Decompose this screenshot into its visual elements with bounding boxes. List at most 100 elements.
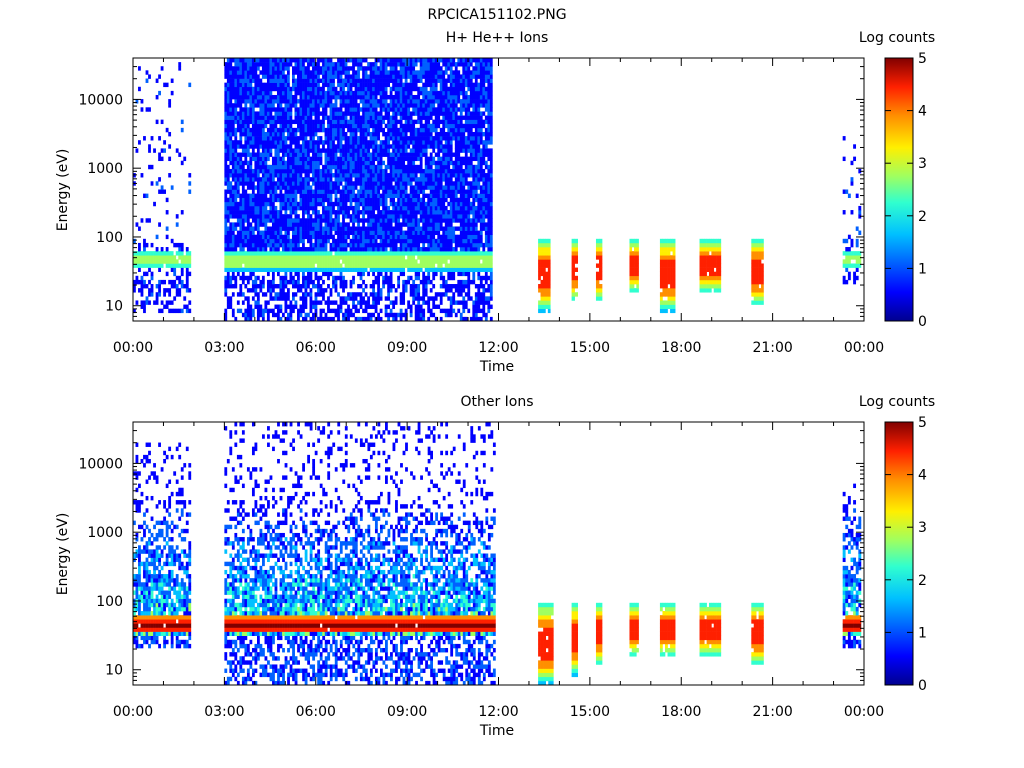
heatmap-cell <box>256 58 260 63</box>
heatmap-cell <box>304 316 308 322</box>
heatmap-cell <box>397 263 401 268</box>
heatmap-cell <box>367 201 370 207</box>
heatmap-cell <box>299 197 303 203</box>
heatmap-cell <box>367 160 370 166</box>
heatmap-cell <box>324 230 328 235</box>
heatmap-cell <box>434 185 438 190</box>
heatmap-cell <box>414 312 418 318</box>
heatmap-cell <box>414 131 418 137</box>
heatmap-cell <box>256 316 260 322</box>
heatmap-cell <box>150 136 154 141</box>
heatmap-cell <box>342 123 345 129</box>
heatmap-cell <box>429 251 433 256</box>
heatmap-cell <box>259 90 263 96</box>
heatmap-cell <box>352 152 355 157</box>
heatmap-cell <box>384 164 388 170</box>
heatmap-cell <box>289 259 293 264</box>
heatmap-cell <box>389 177 393 182</box>
heatmap-cell <box>292 284 295 289</box>
heatmap-cell <box>327 131 330 137</box>
heatmap-cell <box>246 94 250 100</box>
heatmap-cell <box>239 177 243 182</box>
heatmap-cell <box>307 197 310 203</box>
heatmap-cell <box>332 300 335 305</box>
heatmap-cell <box>394 242 398 248</box>
heatmap-cell <box>437 247 441 252</box>
heatmap-cell <box>332 255 335 260</box>
heatmap-cell <box>185 263 189 268</box>
heatmap-cell <box>342 160 345 166</box>
heatmap-cell <box>254 140 258 145</box>
heatmap-cell <box>392 242 396 248</box>
heatmap-cell <box>392 58 396 63</box>
heatmap-cell <box>249 197 253 203</box>
heatmap-cell <box>354 210 358 215</box>
heatmap-cell <box>244 127 248 133</box>
heatmap-cell <box>437 177 441 182</box>
heatmap-cell <box>163 189 167 194</box>
heatmap-cell <box>397 140 401 145</box>
heatmap-cell <box>249 205 253 211</box>
heatmap-cell <box>236 58 240 63</box>
heatmap-cell <box>312 58 315 63</box>
heatmap-cell <box>364 234 368 240</box>
heatmap-cell <box>372 168 375 174</box>
heatmap-cell <box>382 99 385 104</box>
heatmap-cell <box>297 115 300 120</box>
heatmap-cell <box>284 185 288 190</box>
heatmap-cell <box>281 197 285 203</box>
heatmap-cell <box>359 251 363 256</box>
heatmap-cell <box>404 308 408 314</box>
heatmap-cell <box>419 168 423 174</box>
heatmap-cell <box>354 242 358 248</box>
heatmap-cell <box>294 58 298 63</box>
heatmap-cell <box>226 201 230 207</box>
heatmap-cell <box>246 152 250 157</box>
heatmap-cell <box>362 238 365 244</box>
heatmap-cell <box>284 255 288 260</box>
heatmap-cell <box>392 115 396 120</box>
heatmap-cell <box>359 234 363 240</box>
heatmap-cell <box>307 152 310 157</box>
heatmap-cell <box>229 205 233 211</box>
heatmap-cell <box>294 193 298 199</box>
heatmap-cell <box>224 242 228 248</box>
heatmap-cell <box>163 304 167 309</box>
heatmap-cell <box>309 107 313 112</box>
heatmap-cell <box>379 251 383 256</box>
heatmap-cell <box>241 267 245 272</box>
heatmap-cell <box>432 304 436 309</box>
heatmap-cell <box>372 226 375 231</box>
heatmap-cell <box>317 226 320 231</box>
heatmap-cell <box>294 185 298 190</box>
heatmap-cell <box>168 288 172 293</box>
heatmap-cell <box>357 222 360 227</box>
heatmap-cell <box>397 279 401 285</box>
heatmap-cell <box>384 181 388 186</box>
heatmap-cell <box>292 308 295 314</box>
heatmap-cell <box>269 242 273 248</box>
heatmap-cell <box>281 259 285 264</box>
heatmap-cell <box>392 267 396 272</box>
heatmap-cell <box>337 292 340 297</box>
heatmap-cell <box>312 86 315 92</box>
heatmap-cell <box>259 99 263 104</box>
heatmap-cell <box>422 205 426 211</box>
heatmap-cell <box>372 201 375 207</box>
heatmap-cell <box>307 259 310 264</box>
heatmap-cell <box>224 86 228 92</box>
heatmap-cell <box>236 173 240 178</box>
heatmap-cell <box>251 288 255 293</box>
heatmap-cell <box>224 247 228 252</box>
heatmap-cell <box>422 222 426 227</box>
heatmap-cell <box>359 259 363 264</box>
heatmap-cell <box>344 74 348 79</box>
heatmap-cell <box>349 66 353 71</box>
heatmap-cell <box>369 86 373 92</box>
heatmap-cell <box>329 58 333 63</box>
heatmap-cell <box>354 177 358 182</box>
heatmap-cell <box>404 58 408 63</box>
heatmap-cell <box>424 58 428 63</box>
heatmap-cell <box>382 185 385 190</box>
heatmap-cell <box>397 275 401 281</box>
